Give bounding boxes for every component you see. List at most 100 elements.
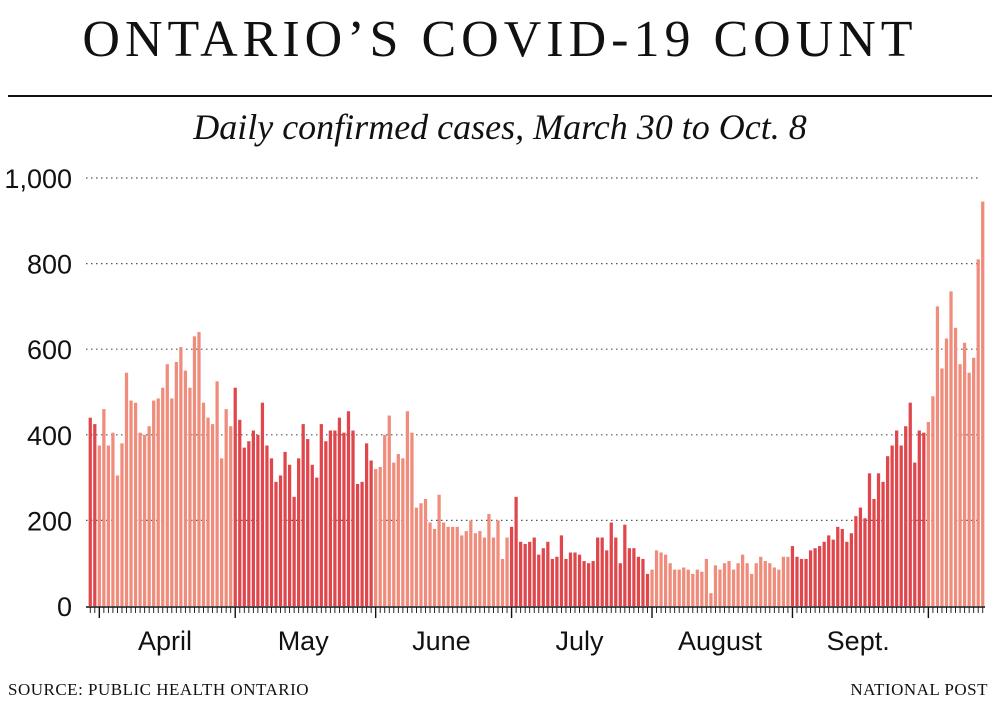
- bar: [333, 430, 337, 606]
- bar: [124, 372, 129, 606]
- bar: [482, 537, 487, 606]
- bar: [541, 548, 545, 606]
- bar: [369, 460, 373, 606]
- bar: [315, 477, 319, 606]
- bar: [913, 462, 917, 606]
- y-tick-label: 400: [27, 421, 72, 451]
- bar: [306, 439, 310, 606]
- bar: [88, 417, 92, 606]
- bar: [926, 421, 930, 606]
- bar: [940, 368, 944, 606]
- bar: [360, 481, 364, 606]
- bar: [768, 563, 772, 606]
- bar: [582, 561, 586, 606]
- bar: [152, 400, 156, 606]
- bar: [736, 563, 740, 606]
- bar: [269, 458, 274, 606]
- bar: [260, 402, 265, 606]
- bar: [102, 409, 106, 606]
- bar: [700, 571, 704, 606]
- bar: [691, 573, 695, 606]
- bar: [337, 417, 342, 606]
- y-tick-label: 800: [27, 250, 72, 280]
- bar: [378, 466, 382, 606]
- bar: [899, 445, 903, 606]
- bar: [550, 558, 554, 606]
- publisher-credit: NATIONAL POST: [850, 680, 988, 699]
- bar: [591, 561, 595, 606]
- bar: [224, 409, 228, 606]
- bar: [292, 496, 296, 606]
- bar: [759, 556, 763, 606]
- bar: [818, 546, 822, 606]
- bar: [460, 535, 464, 606]
- bar: [917, 430, 921, 606]
- bar: [496, 520, 500, 606]
- bar: [120, 443, 124, 606]
- bar: [319, 424, 323, 606]
- bar: [328, 430, 332, 606]
- bar: [93, 424, 97, 606]
- bar: [931, 396, 935, 606]
- bar: [210, 424, 215, 606]
- bar: [840, 528, 844, 606]
- bar: [958, 364, 962, 606]
- bar: [795, 556, 799, 606]
- bar: [256, 434, 260, 606]
- bar: [636, 556, 641, 606]
- bar: [215, 381, 219, 606]
- month-label: August: [678, 626, 763, 656]
- bar: [745, 563, 749, 606]
- bar: [165, 364, 169, 606]
- bar: [845, 541, 849, 606]
- bar: [310, 464, 314, 606]
- bar: [500, 558, 505, 606]
- bar: [645, 573, 650, 606]
- bar: [731, 569, 736, 606]
- bar: [750, 573, 754, 606]
- bar: [673, 569, 677, 606]
- bar: [831, 539, 835, 606]
- bar: [555, 556, 559, 606]
- bar: [790, 546, 795, 606]
- bar: [827, 535, 831, 606]
- bar: [559, 535, 564, 606]
- bar: [609, 522, 613, 606]
- bar: [659, 552, 663, 606]
- bar: [265, 445, 269, 606]
- bar: [111, 432, 115, 606]
- bar: [410, 432, 414, 606]
- y-tick-label: 0: [57, 592, 72, 622]
- bar: [763, 561, 767, 606]
- bar: [777, 569, 781, 606]
- bar: [682, 567, 686, 606]
- bar: [419, 503, 423, 606]
- bar: [881, 481, 885, 606]
- bar: [627, 548, 631, 606]
- bar: [577, 554, 582, 606]
- bar: [741, 554, 745, 606]
- month-label: April: [138, 626, 192, 656]
- bar: [283, 451, 287, 606]
- bar: [251, 430, 255, 606]
- bar: [586, 563, 591, 606]
- bar: [487, 513, 491, 606]
- bar: [287, 464, 292, 606]
- bar: [686, 569, 690, 606]
- bar: [596, 537, 600, 606]
- x-axis: [86, 606, 985, 618]
- bar: [387, 415, 391, 606]
- chart-title: ONTARIO’S COVID-19 COUNT: [82, 11, 918, 68]
- month-label: May: [278, 626, 330, 656]
- bar: [324, 441, 328, 606]
- bar: [967, 372, 971, 606]
- bar: [464, 531, 468, 606]
- bar: [564, 558, 568, 606]
- bar: [174, 362, 178, 606]
- bar: [668, 563, 672, 606]
- y-tick-label: 600: [27, 335, 72, 365]
- bar: [695, 569, 699, 606]
- bar: [147, 426, 151, 606]
- bar: [405, 411, 410, 606]
- bar: [138, 432, 142, 606]
